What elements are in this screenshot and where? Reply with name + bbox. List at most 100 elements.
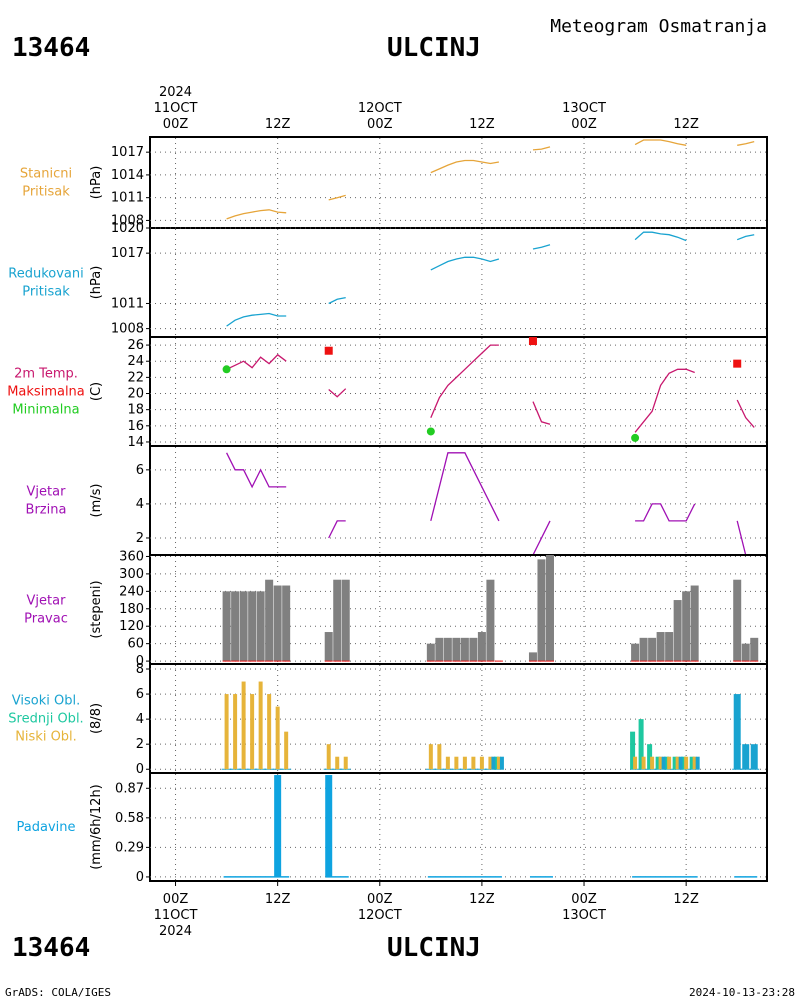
wind-direction-bar bbox=[273, 585, 282, 662]
cloud-high-bar bbox=[491, 756, 496, 770]
series-line bbox=[634, 368, 695, 433]
wind-direction-bar bbox=[631, 643, 640, 662]
series-line bbox=[430, 256, 500, 271]
top-time-label: 12Z bbox=[469, 117, 495, 132]
bottom-time-label: 12Z bbox=[265, 892, 291, 907]
panel-frame bbox=[149, 772, 768, 882]
panel-label-line: Redukovani bbox=[8, 267, 83, 282]
cloud-high-bar bbox=[499, 756, 504, 770]
wind-direction-bar bbox=[648, 637, 657, 662]
panels: 1008101110141017(hPa)StanicniPritisak100… bbox=[7, 136, 768, 885]
wind-direction-bar bbox=[324, 632, 333, 662]
wind-direction-bar bbox=[333, 579, 342, 662]
panel-label-line: Niski Obl. bbox=[15, 730, 77, 745]
series-line bbox=[532, 520, 551, 556]
cloud-mid-bar bbox=[664, 756, 670, 770]
y-tick-label: 240 bbox=[119, 584, 144, 599]
cloud-high-bar bbox=[742, 744, 750, 770]
y-tick-label: 0.58 bbox=[115, 811, 144, 826]
cloud-low-bar bbox=[684, 756, 689, 770]
precip-bar bbox=[274, 775, 282, 877]
y-tick-label: 1014 bbox=[111, 168, 144, 183]
wind-direction-bar bbox=[545, 555, 554, 662]
station-id-top: 13464 bbox=[12, 33, 90, 63]
panel-frame bbox=[149, 336, 768, 447]
cloud-low-bar bbox=[658, 756, 663, 770]
y-tick-label: 14 bbox=[127, 435, 144, 450]
series-line bbox=[736, 399, 755, 428]
cloud-low-bar bbox=[241, 681, 246, 770]
tmin-marker bbox=[222, 365, 231, 374]
cloud-low-bar bbox=[454, 756, 459, 770]
bottom-time-label: 13OCT bbox=[562, 908, 606, 923]
cloud-low-bar bbox=[326, 744, 331, 770]
bottom-time-label: 12Z bbox=[673, 892, 699, 907]
y-tick-label: 180 bbox=[119, 602, 144, 617]
cloud-low-bar bbox=[488, 756, 493, 770]
wind-direction-bar bbox=[486, 579, 495, 662]
y-tick-label: 1017 bbox=[111, 246, 144, 261]
wind-direction-bar bbox=[239, 591, 248, 662]
station-name-bottom: ULCINJ bbox=[387, 933, 481, 963]
cloud-high-bar bbox=[695, 756, 700, 770]
cloud-low-bar bbox=[437, 744, 442, 770]
cloud-mid-bar bbox=[689, 756, 695, 770]
series-line bbox=[737, 140, 755, 146]
y-tick-label: 0.87 bbox=[115, 781, 144, 796]
y-tick-label: 0 bbox=[136, 762, 144, 777]
station-id-bottom: 13464 bbox=[12, 933, 90, 963]
cloud-mid-bar bbox=[647, 744, 653, 770]
wind-direction-bar bbox=[477, 632, 486, 662]
series-line bbox=[226, 209, 287, 220]
series-line bbox=[532, 401, 551, 425]
y-tick-label: 4 bbox=[136, 712, 144, 727]
panel-label-line: Padavine bbox=[17, 820, 76, 835]
y-tick-label: 6 bbox=[136, 687, 144, 702]
panel-frame bbox=[149, 445, 768, 556]
cloud-low-bar bbox=[335, 756, 340, 770]
panel-5: 0 2 4 6 8 (8/8) Visoki Obl. Srednji Obl. Niski O… bbox=[8, 662, 768, 777]
bottom-time-label: 00Z bbox=[367, 892, 393, 907]
bottom-time-label: 12Z bbox=[469, 892, 495, 907]
y-axis-label: (hPa) bbox=[89, 166, 104, 200]
y-tick-label: 0 bbox=[136, 654, 144, 669]
y-tick-label: 120 bbox=[119, 619, 144, 634]
series-line bbox=[430, 452, 500, 522]
panel-label-line: Visoki Obl. bbox=[12, 694, 80, 709]
tmin-marker bbox=[631, 433, 640, 442]
wind-direction-bar bbox=[673, 600, 682, 662]
panel-frame bbox=[149, 227, 768, 338]
y-tick-label: 60 bbox=[127, 637, 144, 652]
top-time-label: 12Z bbox=[673, 117, 699, 132]
product-title: Meteogram Osmatranja bbox=[550, 16, 767, 37]
tmax-marker bbox=[733, 359, 742, 368]
cloud-low-bar bbox=[633, 756, 638, 770]
top-time-label: 12Z bbox=[265, 117, 291, 132]
wind-direction-bar bbox=[435, 637, 444, 662]
station-name-top: ULCINJ bbox=[387, 33, 481, 63]
series-line bbox=[328, 520, 346, 539]
y-tick-label: 0.29 bbox=[115, 840, 144, 855]
series-line bbox=[226, 452, 287, 489]
panel-label-line: Vjetar bbox=[27, 594, 67, 609]
cloud-low-bar bbox=[275, 706, 280, 770]
bottom-time-label: 00Z bbox=[163, 892, 189, 907]
y-tick-label: 300 bbox=[119, 567, 144, 582]
panel-label-line: Vjetar bbox=[27, 485, 67, 500]
footer-source: GrADS: COLA/IGES bbox=[5, 986, 111, 999]
y-axis-label: (mm/6h/12h) bbox=[89, 784, 104, 870]
wind-direction-bar bbox=[248, 591, 257, 662]
cloud-low-bar bbox=[224, 694, 229, 770]
wind-direction-bar bbox=[733, 579, 742, 662]
cloud-mid-bar bbox=[493, 756, 499, 770]
wind-direction-bar bbox=[639, 637, 648, 662]
y-tick-label: 1011 bbox=[111, 191, 144, 206]
series-line bbox=[634, 231, 687, 242]
panel-label-line: Stanicni bbox=[20, 167, 72, 182]
wind-direction-bar bbox=[341, 579, 350, 662]
cloud-low-bar bbox=[496, 756, 501, 770]
wind-direction-bar bbox=[690, 585, 699, 662]
wind-direction-bar bbox=[265, 579, 274, 662]
